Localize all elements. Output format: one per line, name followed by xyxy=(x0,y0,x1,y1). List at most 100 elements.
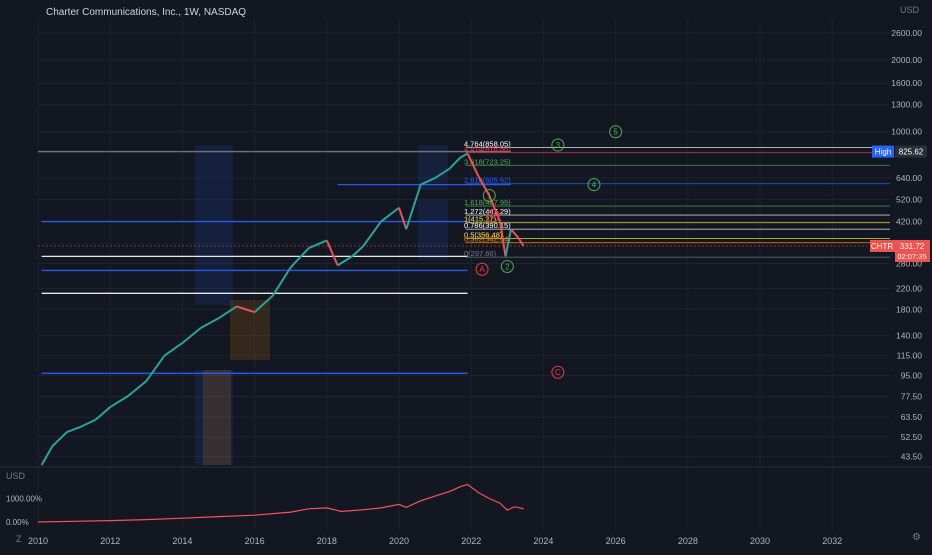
y-tick-label: 1300.00 xyxy=(891,100,922,110)
price-segment xyxy=(95,406,111,421)
x-tick-label: 2026 xyxy=(606,536,626,546)
wave-label-circle xyxy=(551,365,565,379)
price-segment xyxy=(253,295,274,313)
price-segment xyxy=(80,418,97,428)
current-ticker-label: CHTR xyxy=(871,242,893,251)
y-tick-label: 77.50 xyxy=(901,392,923,402)
wave-label: 4 xyxy=(592,181,597,190)
price-segment xyxy=(459,152,469,159)
volume-profile-block xyxy=(195,215,233,305)
x-tick-label: 2014 xyxy=(172,536,192,546)
price-segment xyxy=(517,236,525,247)
y-tick-label: 95.00 xyxy=(901,370,923,380)
x-tick-label: 2030 xyxy=(750,536,770,546)
price-segment xyxy=(362,220,382,248)
price-segment xyxy=(289,247,310,268)
current-price-box xyxy=(895,239,930,262)
wave-label-circle xyxy=(486,209,500,223)
price-segment xyxy=(145,355,166,382)
volume-profile-block xyxy=(203,370,231,465)
y-tick-label: 52.50 xyxy=(901,432,923,442)
price-segment xyxy=(163,342,183,357)
price-segment xyxy=(325,240,339,266)
lower-pane-currency: USD xyxy=(6,471,26,481)
x-tick-label: 2032 xyxy=(822,536,842,546)
volume-profile-block xyxy=(418,200,448,260)
x-tick-label: 2016 xyxy=(245,536,265,546)
high-label-box xyxy=(872,145,894,158)
wave-label-circle xyxy=(609,125,623,139)
price-segment xyxy=(127,380,147,397)
current-ticker-box xyxy=(870,239,895,252)
fib-level-label: 4.764(858.05) xyxy=(464,140,511,149)
y-tick-label: 280.00 xyxy=(896,259,922,269)
price-segment xyxy=(510,228,519,239)
fib-level-label: 1.272(447.29) xyxy=(464,207,511,216)
wave-label-circle xyxy=(551,138,565,152)
high-value: 825.62 xyxy=(899,148,924,157)
wave-label: B xyxy=(490,212,495,221)
chart-title: Charter Communications, Inc., 1W, NASDAQ xyxy=(46,7,247,18)
price-segment xyxy=(199,317,219,330)
price-segment xyxy=(337,255,353,267)
timezone-z-button[interactable]: Z xyxy=(16,534,22,544)
wave-label-circle xyxy=(500,260,514,274)
wave-label-circle xyxy=(587,178,601,192)
fib-level-label: 3.618(723.25) xyxy=(464,157,511,166)
y-tick-label: 115.00 xyxy=(897,351,923,361)
price-segment xyxy=(351,245,364,258)
y-tick-label: 2000.00 xyxy=(891,55,922,65)
current-price-value: 331.72 xyxy=(900,242,925,251)
y-tick-label: 180.00 xyxy=(896,304,922,314)
gear-icon[interactable]: ⚙ xyxy=(912,532,921,543)
wave-label: C xyxy=(555,368,561,377)
volume-profile-block xyxy=(195,145,233,215)
fib-level-label: 2.618(605.62) xyxy=(464,176,511,185)
fib-level-label: 0.5(356.48) xyxy=(464,231,503,240)
price-axis-currency: USD xyxy=(900,5,920,15)
price-segment xyxy=(504,229,512,257)
high-label: High xyxy=(875,148,891,157)
price-segment xyxy=(271,266,292,297)
y-tick-label: 1000.00 xyxy=(891,127,922,137)
y-tick-label: 63.50 xyxy=(901,412,923,422)
fib-level-label: 0.382(342.64) xyxy=(464,235,511,244)
wave-label: 1 xyxy=(487,192,492,201)
price-segment xyxy=(398,207,408,230)
price-segment xyxy=(51,431,68,447)
price-segment xyxy=(499,221,507,257)
wave-label: A xyxy=(479,265,485,274)
price-segment xyxy=(466,153,480,177)
price-segment xyxy=(308,239,328,250)
price-segment xyxy=(477,175,491,197)
current-price-countdown: 02:07:35 xyxy=(897,252,926,261)
y-tick-label: 640.00 xyxy=(896,173,922,183)
y-tick-label: 420.00 xyxy=(896,217,922,227)
price-segment xyxy=(420,177,436,186)
price-segment xyxy=(66,425,82,433)
x-tick-label: 2012 xyxy=(100,536,120,546)
y-tick-label: 220.00 xyxy=(896,284,922,294)
volume-profile-block xyxy=(230,300,270,360)
fib-level-label: 1.618(487.99) xyxy=(464,198,511,207)
fib-level-label: 0(297.66) xyxy=(464,249,497,258)
fib-level-label: 1(415.27) xyxy=(464,215,497,224)
y-tick-label: 520.00 xyxy=(896,194,922,204)
wave-label: 5 xyxy=(613,128,618,137)
wave-label: 2 xyxy=(505,263,510,272)
y-tick-label: 43.50 xyxy=(901,451,923,461)
x-tick-label: 2020 xyxy=(389,536,409,546)
price-segment xyxy=(434,167,451,179)
wave-label-circle xyxy=(482,189,496,203)
fib-level-label: 4.414(816.86) xyxy=(464,145,511,154)
x-tick-label: 2010 xyxy=(28,536,48,546)
price-segment xyxy=(448,156,462,170)
price-segment xyxy=(217,305,238,320)
x-tick-label: 2024 xyxy=(533,536,553,546)
price-segment xyxy=(40,445,54,466)
x-tick-label: 2022 xyxy=(461,536,481,546)
price-segment xyxy=(405,184,422,230)
fib-level-label: 0.786(390.15) xyxy=(464,221,511,230)
